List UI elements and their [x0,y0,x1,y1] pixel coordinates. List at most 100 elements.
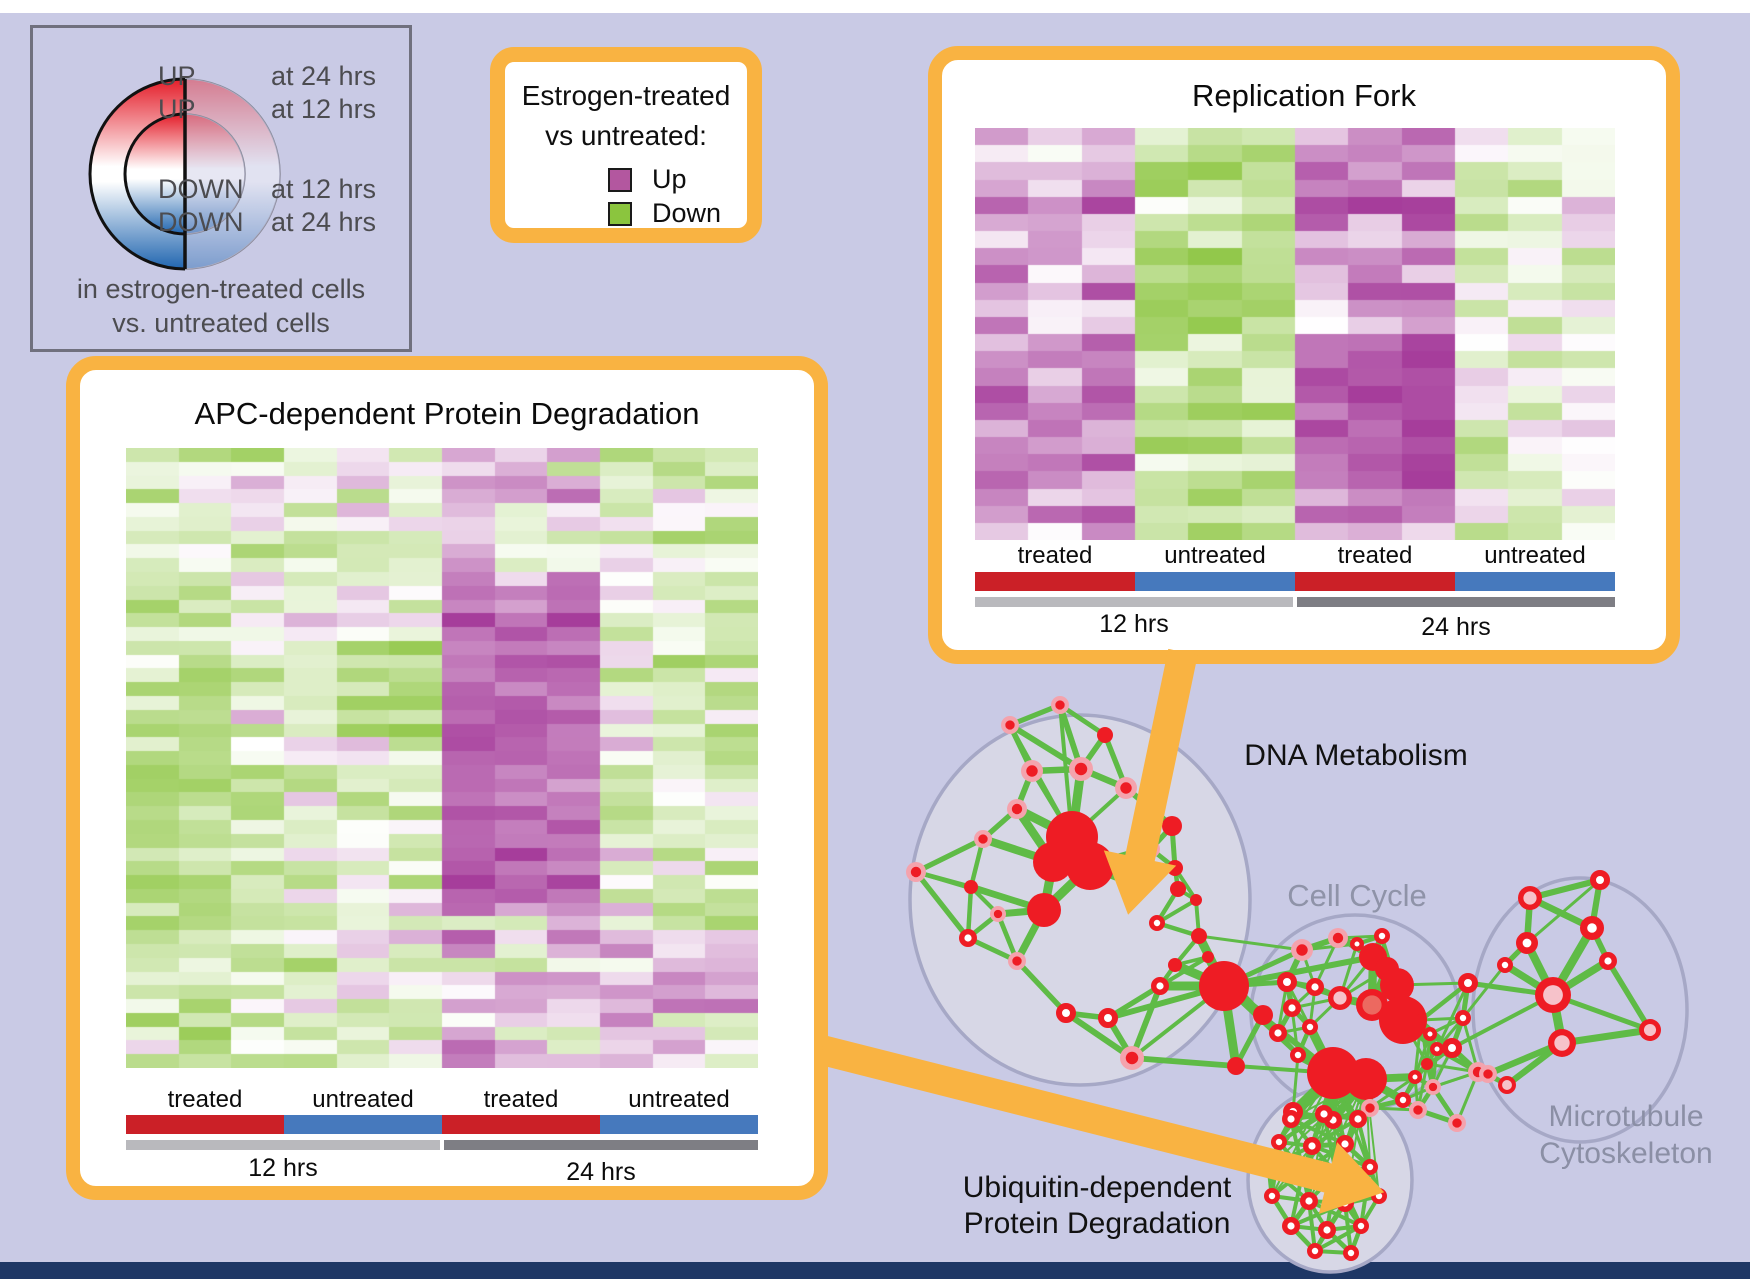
cluster-label-line: Protein Degradation [963,1207,1231,1240]
network-edge [1289,1083,1332,1121]
network-edge [1172,867,1181,890]
network-edge [1524,941,1556,997]
gene-node [1409,1101,1427,1119]
network-edge [1301,1113,1326,1172]
network-edge [1401,1019,1429,1065]
network-edge [1401,1076,1417,1101]
gene-node [1098,1008,1118,1028]
network-edge [1067,768,1086,838]
network-edge [1402,1018,1453,1050]
time-bar-12h [126,1140,440,1150]
network-edge [1058,703,1107,737]
network-edge [1276,981,1289,1034]
network-edge [1301,935,1339,953]
time-label: at 12 hrs [271,174,377,204]
gene-node [1332,932,1344,944]
network-edge [1065,1010,1109,1021]
network-edge [1363,1075,1406,1104]
gene-node [1483,1069,1493,1079]
network-edge [1367,956,1378,1006]
network-edge [1204,954,1228,989]
network-edge [1292,1109,1334,1123]
network-edge [1291,1054,1300,1113]
network-edge [1169,825,1178,869]
network-edge [1174,955,1209,967]
network-edge [1308,1078,1367,1202]
gene-node [1579,915,1604,940]
gene-node [1362,995,1382,1015]
network-edge [1589,926,1611,963]
gene-node [1452,1118,1462,1128]
gene-node [1380,968,1414,1002]
network-edge [1311,1144,1371,1169]
network-edge [1302,1169,1337,1175]
gene-node [1353,1218,1370,1235]
gene-node [1074,762,1088,776]
network-edge [1334,1118,1360,1174]
network-edge [1322,1113,1338,1174]
gene-node [1168,958,1182,972]
network-edge [1049,834,1076,865]
network-edge [1432,1070,1479,1089]
network-edge [1503,941,1529,967]
network-edge [1124,785,1174,829]
gene-node [1328,986,1352,1010]
network-edge [1289,1069,1337,1116]
gene-node [1150,977,1169,996]
network-edge [1007,723,1035,773]
network-edge [1394,983,1424,1022]
network-edge [1356,1118,1372,1168]
network-edge [1268,1144,1313,1169]
network-edge [1305,1024,1338,1076]
network-edge [1197,935,1210,958]
network-edge [1428,1033,1439,1050]
network-edge [1149,847,1177,870]
network-edge [1295,1026,1313,1056]
network-edge [1449,1017,1466,1049]
network-edge [1332,1072,1359,1120]
gene-node [1302,1136,1321,1155]
gene-node [1468,1062,1488,1082]
network-edge [1284,981,1295,1009]
time-label: at 24 hrs [271,61,377,91]
network-edge [1223,979,1288,989]
network-edge [1126,847,1154,883]
network-edge [1155,887,1180,925]
network-edge [1550,994,1565,1044]
gene-node [1021,760,1043,782]
network-edge [1031,765,1082,775]
gene-node [1283,1102,1303,1122]
gene-node [1120,1046,1144,1070]
up-color-swatch [608,168,632,192]
gene-node [1162,816,1182,836]
group-label: treated [1017,542,1093,569]
network-edge [1302,1072,1334,1172]
gene-node [1191,928,1207,944]
network-edge [1528,894,1594,932]
panel-title: APC-dependent Protein Degradation [194,396,700,431]
network-edge [1383,966,1401,988]
network-edge [1343,1202,1353,1254]
network-edge [1284,948,1305,984]
network-edge [965,886,974,939]
network-edge [1505,1041,1564,1087]
gene-node [1328,928,1348,948]
gene-node [1365,1103,1375,1113]
network-edge [1356,933,1383,947]
gene-node [1268,1023,1287,1042]
network-edge [1194,933,1229,989]
network-edge [1356,942,1388,971]
network-edge [1131,1056,1237,1068]
network-edge [1107,983,1225,1021]
network-edge [1008,722,1083,772]
network-edge [1419,981,1470,1022]
network-edge [1290,1117,1346,1146]
network-edge [1128,865,1176,884]
network-edge [1429,1016,1464,1036]
gene-node [1361,1099,1379,1117]
cluster-label-line: Ubiquitin-dependent [962,1171,1232,1204]
network-edge [1419,1019,1429,1065]
up-label: Up [652,164,687,194]
network-edge [1276,1117,1294,1144]
gene-node [1598,952,1617,971]
